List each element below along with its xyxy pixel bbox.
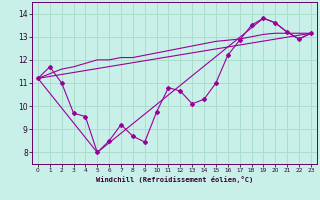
X-axis label: Windchill (Refroidissement éolien,°C): Windchill (Refroidissement éolien,°C) — [96, 176, 253, 183]
